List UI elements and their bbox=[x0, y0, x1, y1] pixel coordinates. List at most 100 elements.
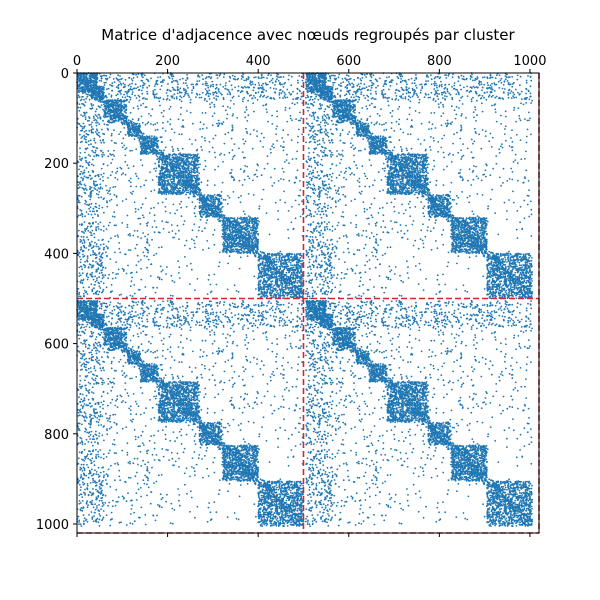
matrix-entry bbox=[110, 117, 112, 119]
matrix-entry bbox=[109, 349, 111, 351]
matrix-entry bbox=[382, 136, 384, 138]
matrix-entry bbox=[316, 300, 318, 302]
matrix-entry bbox=[383, 370, 385, 372]
matrix-entry bbox=[346, 100, 348, 102]
matrix-entry bbox=[196, 395, 198, 397]
matrix-entry bbox=[385, 369, 387, 371]
matrix-entry bbox=[124, 337, 126, 339]
matrix-entry bbox=[156, 141, 158, 143]
matrix-entry bbox=[138, 125, 140, 127]
matrix-entry bbox=[377, 366, 379, 368]
matrix-entry bbox=[347, 333, 349, 335]
matrix-entry bbox=[325, 75, 327, 77]
matrix-entry bbox=[124, 109, 126, 111]
matrix-entry bbox=[142, 149, 144, 151]
matrix-entry bbox=[426, 164, 428, 166]
matrix-entry bbox=[145, 381, 147, 383]
matrix-entry bbox=[141, 379, 143, 381]
matrix-entry bbox=[354, 340, 356, 342]
matrix-entry bbox=[354, 104, 356, 106]
matrix-entry bbox=[371, 377, 373, 379]
matrix-entry bbox=[125, 112, 127, 114]
matrix-entry bbox=[156, 364, 158, 366]
matrix-entry bbox=[377, 379, 379, 381]
matrix-entry bbox=[163, 421, 165, 423]
matrix-entry bbox=[374, 153, 376, 155]
matrix-entry bbox=[152, 138, 154, 140]
matrix-entry bbox=[375, 363, 377, 365]
matrix-entry bbox=[94, 300, 96, 302]
matrix-entry bbox=[96, 303, 98, 305]
matrix-entry bbox=[185, 194, 187, 196]
matrix-entry bbox=[344, 120, 346, 122]
matrix-entry bbox=[381, 138, 383, 140]
matrix-entry bbox=[115, 348, 117, 350]
matrix-entry bbox=[408, 168, 410, 170]
matrix-entry bbox=[123, 99, 125, 101]
matrix-entry bbox=[335, 344, 337, 346]
matrix-entry bbox=[305, 83, 307, 85]
matrix-entry bbox=[346, 111, 348, 113]
matrix-entry bbox=[136, 350, 138, 352]
matrix-entry bbox=[333, 342, 335, 344]
matrix-entry bbox=[349, 331, 351, 333]
matrix-entry bbox=[133, 350, 135, 352]
matrix-entry bbox=[154, 363, 156, 365]
matrix-entry bbox=[313, 320, 315, 322]
matrix-entry bbox=[367, 125, 369, 127]
matrix-entry bbox=[311, 92, 313, 94]
matrix-entry bbox=[104, 340, 106, 342]
matrix-entry bbox=[110, 115, 112, 117]
matrix-entry bbox=[125, 104, 127, 106]
matrix-entry bbox=[426, 391, 428, 393]
matrix-entry bbox=[365, 350, 367, 352]
matrix-entry bbox=[105, 115, 107, 117]
matrix-entry bbox=[110, 346, 112, 348]
matrix-entry bbox=[149, 151, 151, 153]
matrix-entry bbox=[305, 311, 307, 313]
matrix-entry bbox=[198, 391, 200, 393]
matrix-entry bbox=[123, 336, 125, 338]
matrix-entry bbox=[96, 75, 98, 77]
matrix-entry bbox=[109, 122, 111, 124]
matrix-entry bbox=[414, 422, 416, 424]
matrix-entry bbox=[134, 135, 136, 137]
matrix-entry bbox=[354, 106, 356, 108]
matrix-entry bbox=[155, 370, 157, 372]
matrix-entry bbox=[353, 109, 355, 111]
matrix-entry bbox=[351, 108, 353, 110]
matrix-entry bbox=[390, 163, 392, 165]
matrix-entry bbox=[339, 115, 341, 117]
matrix-entry bbox=[180, 168, 182, 170]
matrix-entry bbox=[120, 331, 122, 333]
matrix-entry bbox=[156, 137, 158, 139]
matrix-entry bbox=[362, 363, 364, 365]
matrix-entry bbox=[340, 119, 342, 121]
matrix-entry bbox=[310, 86, 312, 88]
matrix-entry bbox=[139, 123, 141, 125]
matrix-entry bbox=[357, 362, 359, 364]
matrix-entry bbox=[359, 131, 361, 133]
matrix-entry bbox=[107, 112, 109, 114]
matrix-entry bbox=[134, 363, 136, 365]
matrix-entry bbox=[156, 369, 158, 371]
matrix-entry bbox=[354, 334, 356, 336]
matrix-entry bbox=[106, 344, 108, 346]
matrix-entry bbox=[352, 327, 354, 329]
matrix-entry bbox=[123, 108, 125, 110]
matrix-entry bbox=[141, 147, 143, 149]
matrix-entry bbox=[323, 300, 325, 302]
matrix-entry bbox=[359, 359, 361, 361]
matrix-entry bbox=[131, 351, 133, 353]
matrix-entry bbox=[362, 350, 364, 352]
matrix-entry bbox=[112, 347, 114, 349]
matrix-entry bbox=[106, 116, 108, 118]
matrix-entry bbox=[362, 135, 364, 137]
matrix-entry bbox=[384, 137, 386, 139]
matrix-entry bbox=[360, 363, 362, 365]
matrix-entry bbox=[138, 353, 140, 355]
matrix-entry bbox=[129, 134, 131, 136]
matrix-entry bbox=[108, 341, 110, 343]
matrix-entry bbox=[337, 122, 339, 124]
